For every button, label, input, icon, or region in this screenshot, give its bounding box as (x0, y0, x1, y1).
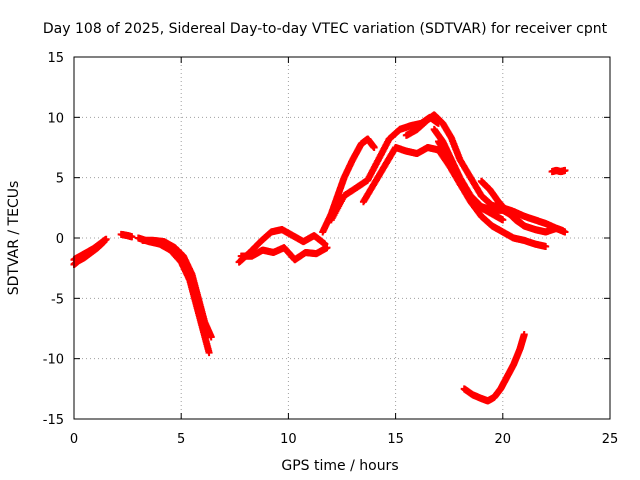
x-tick-label: 0 (70, 432, 78, 447)
y-axis-label: SDTVAR / TECUs (6, 181, 22, 296)
data-point (520, 222, 528, 230)
series-arc-12 (460, 331, 528, 405)
x-tick-labels: 0 5 10 15 20 25 (70, 432, 618, 447)
data-point (542, 242, 550, 250)
y-tick-label: 15 (47, 51, 64, 66)
series-arc-1b (70, 235, 110, 264)
y-tick-label: -5 (51, 292, 64, 307)
data-point (205, 349, 213, 357)
series-arc-9 (434, 137, 550, 250)
x-axis-label: GPS time / hours (281, 458, 398, 474)
y-tick-labels: -15 -10 -5 0 5 10 15 (43, 51, 64, 428)
data-point (128, 233, 136, 241)
series-arc-4 (235, 226, 329, 266)
series-arc-11 (548, 166, 569, 176)
data-point (207, 333, 215, 341)
y-tick-label: -15 (43, 413, 64, 428)
data-point (561, 166, 569, 174)
data-point (559, 227, 567, 235)
series-arc-3b (139, 236, 215, 341)
data-points (70, 111, 569, 405)
chart-title: Day 108 of 2025, Sidereal Day-to-day VTE… (43, 21, 608, 37)
data-point (370, 144, 378, 151)
y-tick-label: 10 (47, 111, 64, 126)
x-tick-label: 20 (495, 432, 512, 447)
series-arc-2 (117, 230, 136, 241)
x-tick-label: 5 (177, 432, 185, 447)
series-arc-4b (237, 244, 331, 264)
x-tick-label: 25 (602, 432, 619, 447)
data-point (520, 331, 528, 339)
x-tick-label: 15 (387, 432, 404, 447)
data-point (102, 235, 110, 243)
x-tick-label: 10 (280, 432, 297, 447)
y-tick-label: -10 (43, 353, 64, 368)
data-point (499, 216, 507, 224)
plot-frame (73, 56, 611, 420)
y-tick-label: 5 (56, 172, 64, 187)
y-tick-label: 0 (56, 232, 64, 247)
series-arc-5 (319, 135, 378, 236)
series-arc-10 (477, 177, 528, 230)
data-point (323, 244, 331, 252)
